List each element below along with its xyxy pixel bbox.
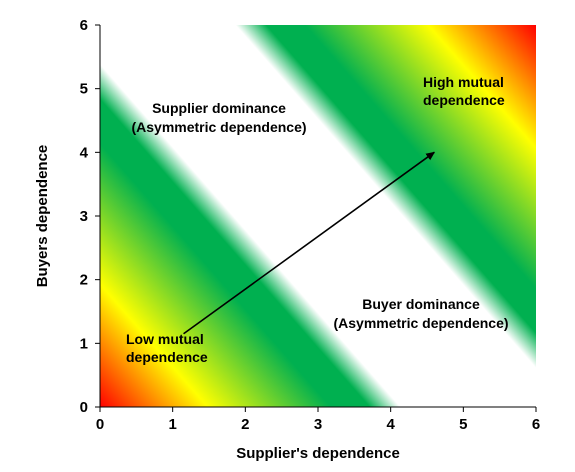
x-tick-label: 1 [168, 416, 176, 433]
high-mutual-label: High mutual [423, 74, 504, 90]
y-tick-label: 5 [80, 81, 88, 98]
x-tick-label: 5 [459, 416, 467, 433]
buyer-dominance-label: Buyer dominance [362, 296, 480, 312]
x-tick-label: 0 [96, 416, 104, 433]
x-tick-label: 2 [241, 416, 249, 433]
x-tick-label: 6 [532, 416, 540, 433]
x-tick-label: 4 [386, 416, 395, 433]
mutual-dependence-arrow [183, 151, 436, 335]
low-mutual-sublabel: dependence [126, 349, 208, 365]
y-tick-label: 6 [80, 17, 88, 34]
high-mutual-sublabel: dependence [423, 92, 505, 108]
y-axis-title: Buyers dependence [34, 145, 51, 288]
supplier-dominance-label: Supplier dominance [152, 100, 286, 116]
supplier-dominance-sublabel: (Asymmetric dependence) [131, 119, 306, 135]
x-axis-ticks: 0 1 2 3 4 5 6 [96, 407, 540, 433]
y-tick-label: 1 [80, 335, 88, 352]
plot-area [100, 25, 536, 407]
y-tick-label: 4 [80, 144, 89, 161]
low-mutual-label: Low mutual [126, 331, 204, 347]
buyer-dominance-sublabel: (Asymmetric dependence) [333, 315, 508, 331]
y-tick-label: 3 [80, 208, 88, 225]
y-axis-ticks: 0 1 2 3 4 5 6 [80, 17, 100, 416]
x-tick-label: 3 [314, 416, 322, 433]
x-axis-title: Supplier's dependence [236, 445, 400, 462]
y-tick-label: 2 [80, 272, 88, 289]
y-tick-label: 0 [80, 399, 88, 416]
